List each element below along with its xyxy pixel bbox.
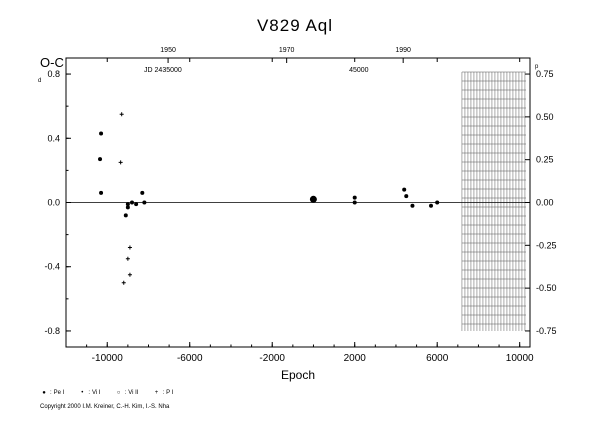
- x-tick-label: -10000: [92, 353, 124, 364]
- point-vi-i: [99, 190, 104, 195]
- y-tick-label-left: -0.4: [44, 262, 60, 272]
- y-tick-label-left: 0.0: [47, 198, 60, 208]
- copyright-text: Copyright 2000 I.M. Kreiner, C.-H. Kim, …: [40, 404, 170, 410]
- jd-label: 45000: [349, 67, 369, 74]
- top-year-label: 1990: [395, 47, 411, 54]
- top-year-label: 1970: [279, 47, 295, 54]
- point-vi-i: [142, 200, 147, 205]
- point-vi-i: [352, 200, 357, 205]
- y-tick-label-right: -0.25: [536, 240, 557, 250]
- point-vi-i: [99, 131, 104, 136]
- point-vi-i: [429, 203, 434, 208]
- large-dot-icon: ●: [42, 390, 46, 396]
- point-vi-i: [404, 194, 409, 199]
- y-tick-label-left: 0.4: [47, 133, 60, 143]
- y-tick-label-left: -0.8: [44, 326, 60, 336]
- legend: ● : Pe I • : Vi I ○ : Vi II + :P I: [40, 390, 173, 396]
- legend-item-vi-ii: ○ : Vi II: [115, 390, 139, 396]
- jd-label: JD 2435000: [144, 67, 182, 74]
- point-p-i: [127, 272, 132, 277]
- point-vi-i: [123, 213, 128, 218]
- y-tick-label-right: -0.75: [536, 326, 557, 336]
- y-tick-label-right: 0.75: [536, 69, 554, 79]
- right-unit-superscript: p: [535, 64, 539, 70]
- legend-item-vi-i: • : Vi I: [78, 390, 100, 396]
- point-vi-i: [125, 205, 130, 210]
- x-axis-label: Epoch: [281, 368, 315, 382]
- left-unit-superscript: d: [38, 78, 41, 84]
- point-p-i: [121, 280, 126, 285]
- point-vi-i: [435, 200, 440, 205]
- y-tick-label-right: 0.00: [536, 198, 554, 208]
- legend-item-p-i: + :P I: [153, 390, 174, 396]
- point-vi-i: [352, 195, 357, 200]
- legend-label-vi-i: Vi I: [92, 390, 101, 396]
- x-tick-label: 2000: [344, 353, 367, 364]
- point-p-i: [118, 160, 123, 165]
- plus-icon: +: [154, 390, 159, 396]
- point-vi-i: [98, 157, 103, 162]
- circle-icon: ○: [116, 390, 121, 396]
- point-vi-i: [402, 187, 407, 192]
- y-axis-label: O-C: [40, 55, 64, 70]
- y-tick-label-right: -0.50: [536, 283, 557, 293]
- top-year-label: 1950: [160, 47, 176, 54]
- x-tick-label: 10000: [506, 353, 534, 364]
- point-vi-i: [410, 203, 415, 208]
- legend-item-pe-i: ● : Pe I: [40, 390, 64, 396]
- legend-label-pe-i: Pe I: [53, 390, 65, 396]
- x-tick-label: -6000: [177, 353, 203, 364]
- hatched-region: [461, 71, 526, 331]
- point-vi-i: [140, 190, 145, 195]
- point-pe-i: [309, 195, 317, 203]
- chart-title: V829 Aql: [256, 16, 334, 35]
- x-tick-label: 6000: [426, 353, 449, 364]
- point-p-i: [119, 112, 124, 117]
- point-p-i: [127, 245, 132, 250]
- y-tick-label-right: 0.50: [536, 112, 554, 122]
- point-vi-i: [129, 200, 134, 205]
- dot-icon: •: [81, 390, 84, 396]
- point-p-i: [125, 256, 130, 261]
- legend-label-vi-ii: Vi II: [128, 390, 139, 396]
- y-tick-label-left: 0.8: [47, 69, 60, 79]
- point-vi-i: [125, 202, 130, 207]
- y-tick-label-right: 0.25: [536, 155, 554, 165]
- legend-label-p-i: P I: [166, 390, 174, 396]
- point-vi-i: [134, 202, 139, 207]
- x-tick-label: -2000: [259, 353, 285, 364]
